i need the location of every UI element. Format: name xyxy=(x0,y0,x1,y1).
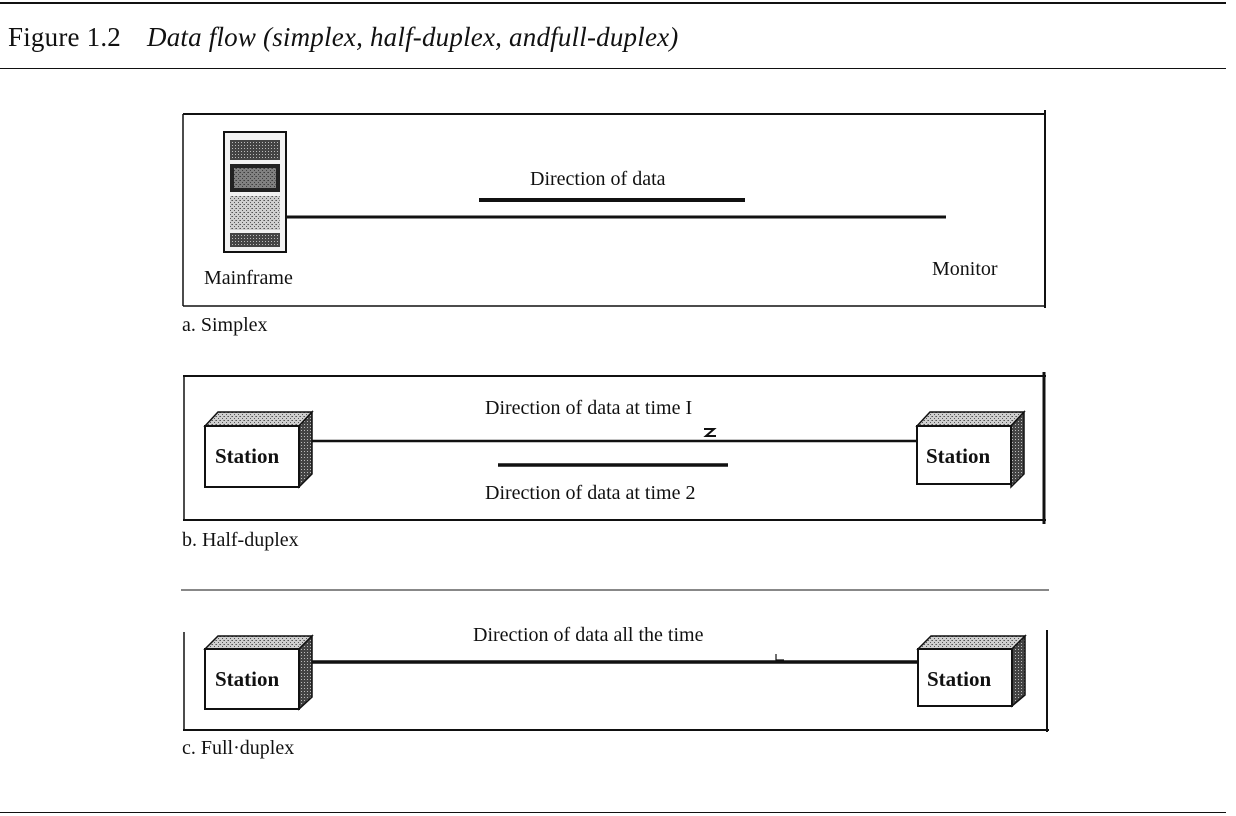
bottom-rule xyxy=(0,812,1226,813)
mainframe-label: Mainframe xyxy=(204,267,293,289)
half-duplex-left-station-box xyxy=(203,410,314,489)
half-duplex-panel: Station Station xyxy=(183,372,1046,524)
figure-caption: Data flow (simplex, half-duplex, andfull… xyxy=(147,22,679,52)
full-duplex-direction-label: Direction of data all the time xyxy=(473,624,704,646)
simplex-panel xyxy=(182,110,1046,308)
half-duplex-right-station-label: Station xyxy=(926,444,991,468)
figure-title: Figure 1.2 Data flow (simplex, half-duple… xyxy=(8,22,679,53)
half-duplex-time1-label: Direction of data at time I xyxy=(485,397,693,419)
top-rule xyxy=(0,2,1226,4)
monitor-label: Monitor xyxy=(932,258,998,280)
half-duplex-caption: b. Half-duplex xyxy=(182,529,299,551)
half-duplex-arrow-mark xyxy=(703,428,717,437)
full-duplex-panel: Station Station xyxy=(181,589,1049,732)
full-duplex-arrow-mark xyxy=(775,654,784,661)
mainframe-icon xyxy=(223,131,287,253)
half-duplex-left-station-label: Station xyxy=(215,444,280,468)
half-duplex-time2-label: Direction of data at time 2 xyxy=(485,482,696,504)
full-duplex-right-station-label: Station xyxy=(927,667,992,691)
figure-number: Figure 1.2 xyxy=(8,22,121,52)
simplex-direction-label: Direction of data xyxy=(530,168,666,190)
simplex-caption: a. Simplex xyxy=(182,314,268,336)
header-rule xyxy=(0,68,1226,69)
full-duplex-left-station-label: Station xyxy=(215,667,280,691)
half-duplex-right-station-box xyxy=(915,410,1026,489)
full-duplex-caption: c. Full·duplex xyxy=(182,737,295,759)
full-duplex-right-station-box xyxy=(916,634,1027,708)
full-duplex-left-station-box xyxy=(203,634,314,711)
